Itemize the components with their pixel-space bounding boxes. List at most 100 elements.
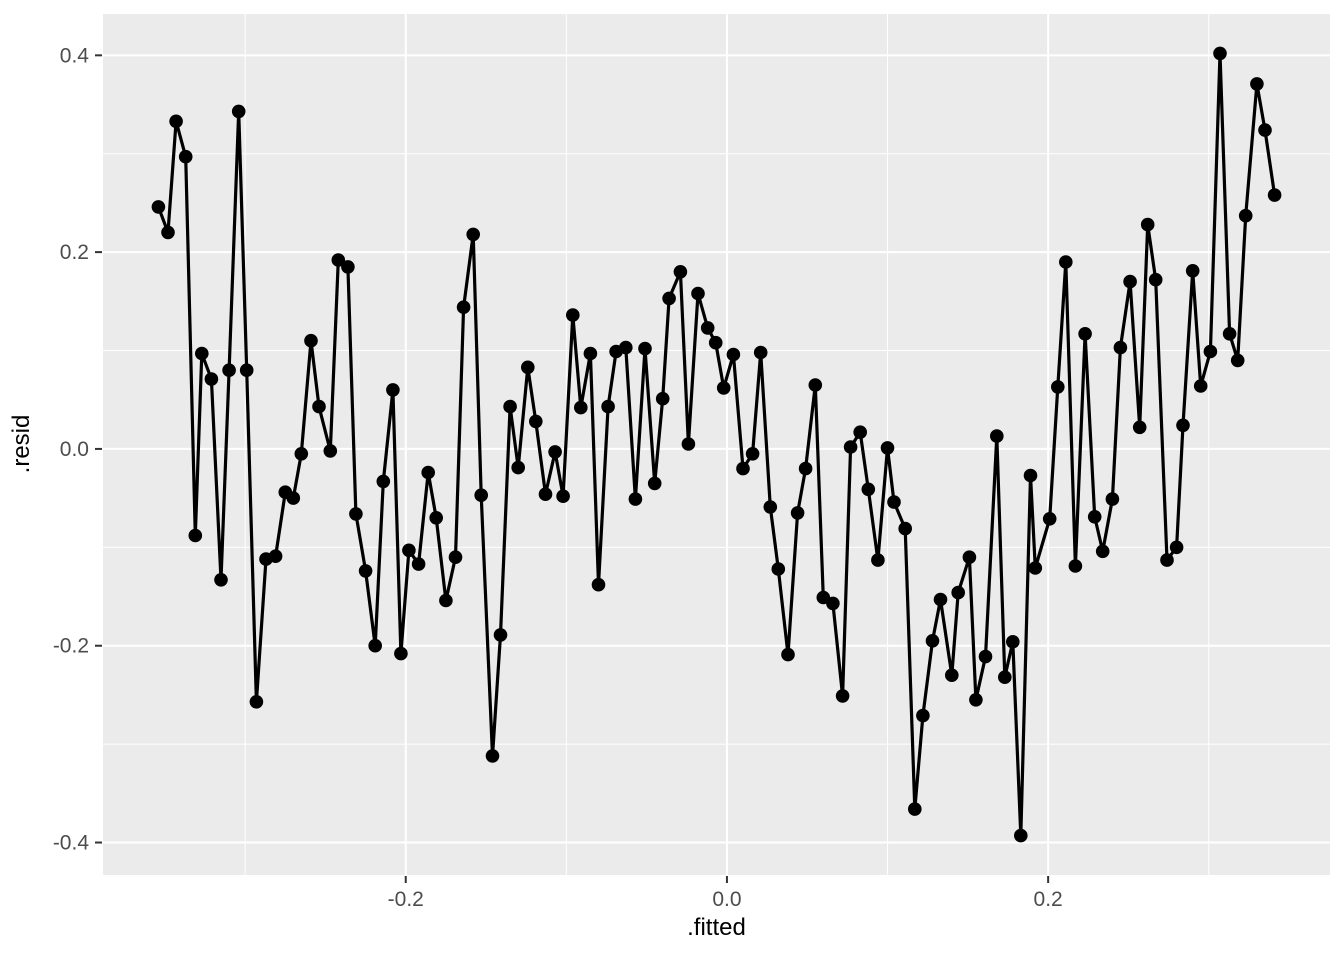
data-point xyxy=(529,414,543,429)
data-point xyxy=(771,562,786,576)
data-point xyxy=(376,474,391,489)
data-point xyxy=(294,447,309,461)
data-point xyxy=(673,265,688,279)
data-point xyxy=(835,689,850,703)
data-point xyxy=(1042,512,1057,526)
data-point xyxy=(726,347,741,362)
data-point xyxy=(161,225,175,240)
data-point xyxy=(647,476,662,491)
data-point xyxy=(331,253,346,267)
data-point xyxy=(1078,327,1092,341)
data-point xyxy=(853,425,867,440)
data-point xyxy=(521,360,535,375)
data-point xyxy=(798,461,813,476)
y-tick-label: -0.4 xyxy=(53,832,90,855)
data-point xyxy=(1222,327,1237,341)
data-point xyxy=(402,543,416,558)
x-tick-label: 0.2 xyxy=(1034,888,1063,911)
data-point xyxy=(548,445,562,459)
data-point xyxy=(448,550,463,564)
data-point xyxy=(222,363,236,378)
data-point xyxy=(538,487,553,502)
data-point xyxy=(1113,340,1128,355)
data-point xyxy=(1238,208,1253,223)
data-point xyxy=(368,638,383,653)
data-point xyxy=(1051,380,1065,394)
data-point xyxy=(178,149,193,164)
data-point xyxy=(1023,468,1038,483)
data-point xyxy=(358,564,373,578)
data-point xyxy=(1028,561,1043,575)
data-point xyxy=(591,577,606,592)
data-point xyxy=(349,507,363,521)
data-point xyxy=(655,391,670,406)
data-point xyxy=(1267,188,1282,202)
data-point xyxy=(619,340,633,355)
data-point xyxy=(990,429,1004,443)
data-point xyxy=(304,333,318,348)
data-point xyxy=(195,346,209,361)
data-point xyxy=(638,341,652,356)
data-point xyxy=(745,447,760,461)
data-point xyxy=(456,300,471,315)
data-point xyxy=(323,444,338,458)
data-point xyxy=(411,557,426,571)
data-point xyxy=(286,491,301,505)
data-point xyxy=(341,260,355,274)
y-tick-label: 0.0 xyxy=(60,438,89,461)
data-point xyxy=(691,286,705,301)
data-point xyxy=(826,596,840,611)
data-point xyxy=(566,308,580,322)
data-point xyxy=(808,378,823,392)
data-point xyxy=(239,363,254,378)
data-point xyxy=(1213,46,1227,61)
data-point xyxy=(1014,828,1028,843)
x-axis-title: .fitted xyxy=(687,914,746,941)
data-point xyxy=(1087,510,1102,524)
data-point xyxy=(1068,559,1083,573)
data-point xyxy=(312,399,326,414)
data-point xyxy=(1193,379,1208,393)
data-point xyxy=(169,114,183,129)
data-point xyxy=(1176,418,1190,433)
data-point xyxy=(708,335,723,350)
data-point xyxy=(998,670,1012,684)
data-point xyxy=(439,593,453,608)
plot-panel xyxy=(103,14,1330,875)
data-point xyxy=(493,628,508,642)
data-point xyxy=(214,573,228,587)
data-point xyxy=(925,634,940,648)
x-tick-label: -0.2 xyxy=(388,888,424,911)
data-point xyxy=(429,511,444,525)
data-point xyxy=(1059,255,1073,269)
data-point xyxy=(1095,544,1110,559)
data-point xyxy=(790,506,805,520)
data-point xyxy=(1169,540,1184,555)
data-point xyxy=(1250,77,1264,91)
data-point xyxy=(962,550,977,564)
data-point xyxy=(394,646,408,661)
data-point xyxy=(1148,272,1163,287)
data-point xyxy=(421,465,436,480)
data-point xyxy=(268,549,283,563)
data-point xyxy=(662,291,676,306)
data-point xyxy=(861,482,876,497)
data-point xyxy=(204,372,219,386)
data-point xyxy=(700,321,715,335)
data-point xyxy=(1203,344,1218,359)
data-point xyxy=(951,585,965,600)
data-point xyxy=(466,227,481,242)
data-point xyxy=(763,500,778,514)
data-point xyxy=(556,489,570,504)
data-point xyxy=(916,708,930,723)
data-point xyxy=(880,441,895,455)
data-point xyxy=(1258,123,1272,137)
data-point xyxy=(386,383,400,397)
data-point xyxy=(1185,264,1200,278)
data-point xyxy=(151,200,166,214)
data-point xyxy=(628,492,643,506)
data-point xyxy=(978,649,993,664)
data-point xyxy=(933,592,948,607)
